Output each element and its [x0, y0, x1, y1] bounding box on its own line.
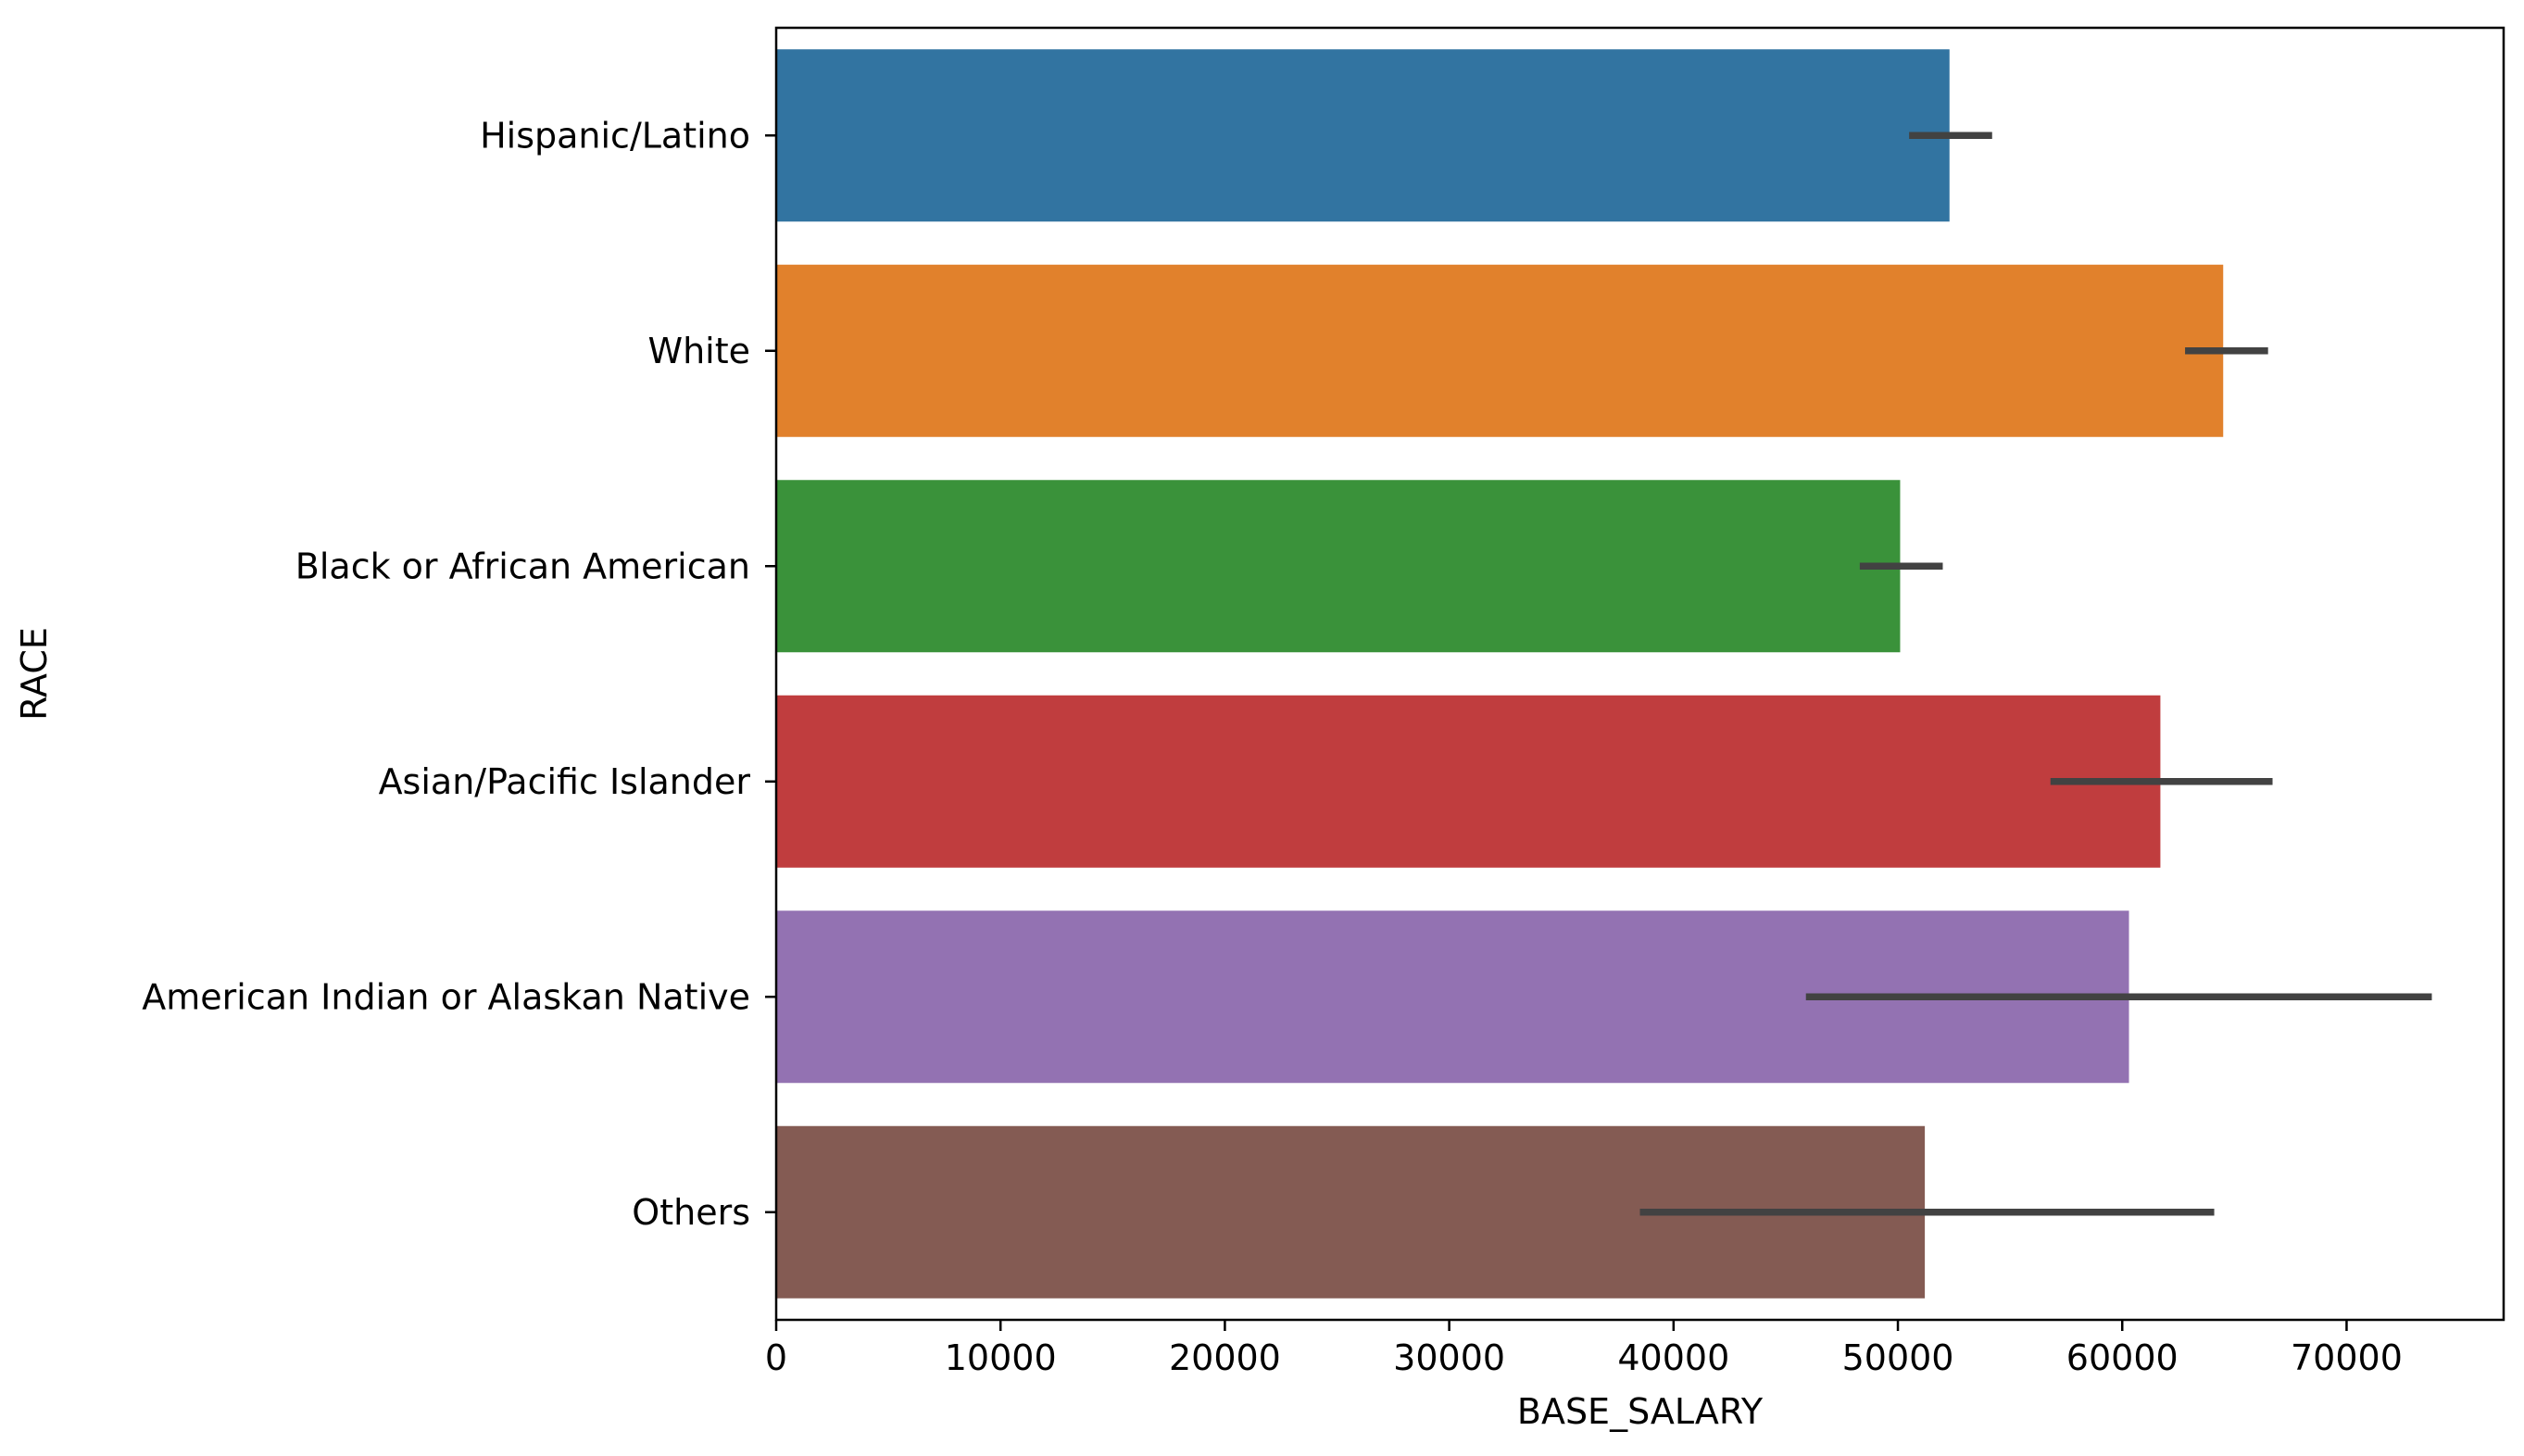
x-tick-label: 50000	[1842, 1337, 1954, 1378]
y-tick-label: Others	[632, 1192, 750, 1233]
x-axis-title: BASE_SALARY	[1517, 1391, 1764, 1432]
bar-hispanic-latino	[776, 49, 1950, 222]
y-tick-label: Hispanic/Latino	[480, 115, 750, 156]
y-tick-label: Black or African American	[295, 546, 750, 586]
bar-white	[776, 264, 2224, 437]
bar-black-or-african-american	[776, 480, 1901, 653]
x-tick-label: 0	[765, 1337, 787, 1378]
x-tick-label: 30000	[1393, 1337, 1505, 1378]
plot-frame	[774, 26, 2505, 1322]
y-tick-label: White	[648, 331, 751, 371]
y-axis-title: RACE	[14, 627, 55, 721]
y-tick-label: Asian/Pacific Islander	[379, 761, 751, 802]
bar-asian-pacific-islander	[776, 695, 2161, 868]
x-tick-label: 70000	[2291, 1337, 2403, 1378]
x-tick-label: 40000	[1617, 1337, 1729, 1378]
errorbars-layer	[1639, 132, 2432, 1216]
x-tick-label: 60000	[2066, 1337, 2179, 1378]
y-axis: Hispanic/Latino White Black or African Ame…	[142, 115, 776, 1233]
x-axis: 0 10000 20000 30000 40000 50000 60000 70000	[765, 1320, 2403, 1378]
y-tick-label: American Indian or Alaskan Native	[142, 976, 750, 1017]
x-tick-label: 10000	[945, 1337, 1057, 1378]
x-tick-label: 20000	[1169, 1337, 1281, 1378]
